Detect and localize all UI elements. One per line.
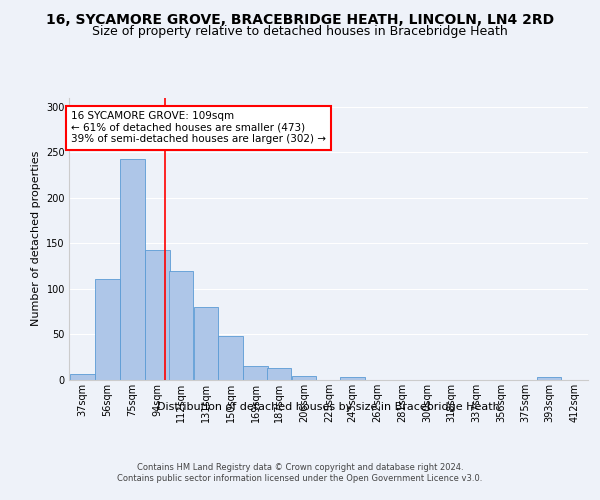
Text: Contains HM Land Registry data © Crown copyright and database right 2024.: Contains HM Land Registry data © Crown c… (137, 462, 463, 471)
Bar (267, 368, 292, 380)
Bar (292, 376, 316, 380)
Y-axis label: Number of detached properties: Number of detached properties (31, 151, 41, 326)
Bar (194, 307, 218, 380)
Bar (340, 378, 365, 380)
Text: 16 SYCAMORE GROVE: 109sqm
← 61% of detached houses are smaller (473)
39% of semi: 16 SYCAMORE GROVE: 109sqm ← 61% of detac… (71, 111, 326, 144)
Bar (95, 279, 120, 380)
Text: 16, SYCAMORE GROVE, BRACEBRIDGE HEATH, LINCOLN, LN4 2RD: 16, SYCAMORE GROVE, BRACEBRIDGE HEATH, L… (46, 12, 554, 26)
Bar (244, 366, 268, 380)
Bar (70, 374, 95, 380)
Text: Distribution of detached houses by size in Bracebridge Heath: Distribution of detached houses by size … (157, 402, 500, 412)
Bar (145, 250, 170, 380)
Bar (169, 270, 193, 380)
Bar (537, 378, 562, 380)
Text: Size of property relative to detached houses in Bracebridge Heath: Size of property relative to detached ho… (92, 25, 508, 38)
Bar (120, 158, 145, 380)
Bar (218, 336, 243, 380)
Text: Contains public sector information licensed under the Open Government Licence v3: Contains public sector information licen… (118, 474, 482, 483)
